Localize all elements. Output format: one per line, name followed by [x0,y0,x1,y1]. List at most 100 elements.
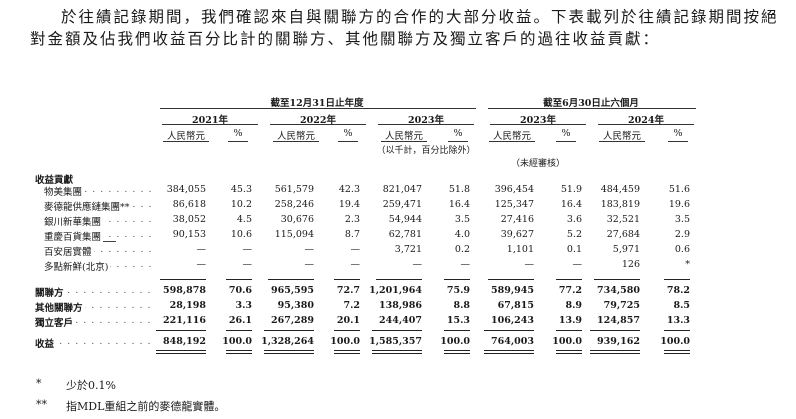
revenue-top-rule [444,330,470,331]
header-group-six-months-rule [488,108,696,109]
row-label: 重慶百貨集團 [44,229,104,243]
header-year-2023: 2023年 [408,115,444,126]
table-cell: 100.0 [660,336,690,347]
row-label: 百安居實體 [44,244,94,258]
unit-rmb: 人民幣元 [492,131,531,142]
revenue-top-rule [264,330,314,331]
table-cell: 30,676 [280,214,314,225]
table-cell: — [304,244,315,255]
table-cell: 72.7 [336,285,360,296]
table-cell: — [196,259,207,270]
table-cell: 13.3 [666,315,690,326]
table-cell: 3.3 [235,300,252,311]
table-cell: 126 [621,259,640,270]
unit-rmb: 人民幣元 [276,131,315,142]
year-rule-h1-2023 [490,124,586,125]
unit-rule [668,141,688,142]
table-cell: 79,725 [603,300,640,311]
unit-rule [448,141,468,142]
revenue-double-rule [226,350,252,354]
table-cell: 115,094 [274,229,314,240]
row-label: 其他關聯方 [35,300,85,314]
table-cell: 90,153 [172,229,206,240]
revenue-row: . . . . . . . . . . . . . . . . . . . . … [0,336,796,350]
revenue-top-rule [372,330,422,331]
leader-dots: . . . . . . . . . . . . . . . . . . . . … [35,300,152,311]
table-cell: 39,627 [500,229,534,240]
header-group-year-end: 截至12月31日止年度 [270,98,364,109]
revenue-double-rule [556,350,582,354]
revenue-top-rule [556,330,582,331]
table-cell: 3,721 [394,244,422,255]
row-label: 麥德龍供應鏈集團** [44,199,132,213]
table-cell: 19.4 [338,199,360,210]
table-cell: 561,579 [274,184,314,195]
table-cell: 19.6 [668,199,690,210]
table-cell: — [350,244,361,255]
leader-dots: . . . . . . . . . . . . . . . . . . . . … [35,315,152,326]
revenue-top-rule [590,330,640,331]
table-cell: 32,521 [606,214,640,225]
table-row: . . . . . . . . . . . . . . . . . . . . … [0,259,796,273]
table-cell: 62,781 [388,229,422,240]
subtotal-rule [160,279,206,280]
table-cell: 95,380 [277,300,314,311]
row-label: 物美集團 [44,184,85,198]
table-row: . . . . . . . . . . . . . . . . . . . . … [0,244,796,258]
table-cell: — [572,259,583,270]
table-cell: 86,618 [172,199,206,210]
table-cell: — [242,244,253,255]
year-rule-2022 [270,124,366,125]
subtotal-rule [444,279,470,280]
table-cell: 54,944 [388,214,422,225]
table-cell: — [350,259,361,270]
table-cell: 1,101 [506,244,534,255]
table-cell: 51.8 [448,184,470,195]
leader-dots: . . . . . . . . . . . . . . . . . . . . … [44,244,152,255]
table-cell: 45.3 [230,184,252,195]
subtotal-rule [334,279,360,280]
revenue-top-rule [334,330,360,331]
table-cell: 67,815 [497,300,534,311]
revenue-top-rule [226,330,252,331]
row-label: 獨立客戶 [35,315,76,329]
table-cell: 484,459 [600,184,640,195]
table-cell: 77.2 [558,285,582,296]
row-label: 銀川新華集團 [44,214,104,228]
table-row: . . . . . . . . . . . . . . . . . . . . … [0,229,796,243]
table-cell: 8.5 [673,300,690,311]
leader-dots: . . . . . . . . . . . . . . . . . . . . … [35,336,152,347]
footnote-mark: * [36,377,42,390]
row-label: 關聯方 [35,285,66,299]
subtotal-rule [268,279,314,280]
table-cell: 13.9 [558,315,582,326]
table-cell: 20.1 [336,315,360,326]
table-cell: 8.9 [565,300,582,311]
year-rule-2021 [162,124,258,125]
table-cell: 965,595 [271,285,314,296]
revenue-top-rule [156,330,206,331]
unit-rule [381,141,427,142]
table-cell: 51.6 [668,184,690,195]
table-cell: 1,201,964 [369,285,422,296]
table-cell: 5.2 [566,229,582,240]
table-cell: 7.2 [343,300,360,311]
note-thousands: （以千計，百分比除外） [376,146,476,156]
table-cell: 0.6 [674,244,690,255]
revenue-top-rule [664,330,690,331]
table-cell: — [412,259,423,270]
unit-rule [273,141,319,142]
note-unaudited: （未經審核） [510,159,565,169]
table-cell: 259,471 [382,199,422,210]
table-cell: 396,454 [494,184,534,195]
table-cell: 38,052 [172,214,206,225]
header-h1-2024: 2024年 [628,115,664,126]
subtotal-rule [556,279,582,280]
table-row: . . . . . . . . . . . . . . . . . . . . … [0,214,796,228]
unit-rule [599,141,645,142]
table-cell: 4.5 [236,214,252,225]
table-cell: 1,585,357 [369,336,422,347]
intro-paragraph: 於往績記錄期間，我們確認來自與關聯方的合作的大部分收益。下表載列於往績記錄期間按… [30,6,790,50]
table-cell: 75.9 [446,285,470,296]
